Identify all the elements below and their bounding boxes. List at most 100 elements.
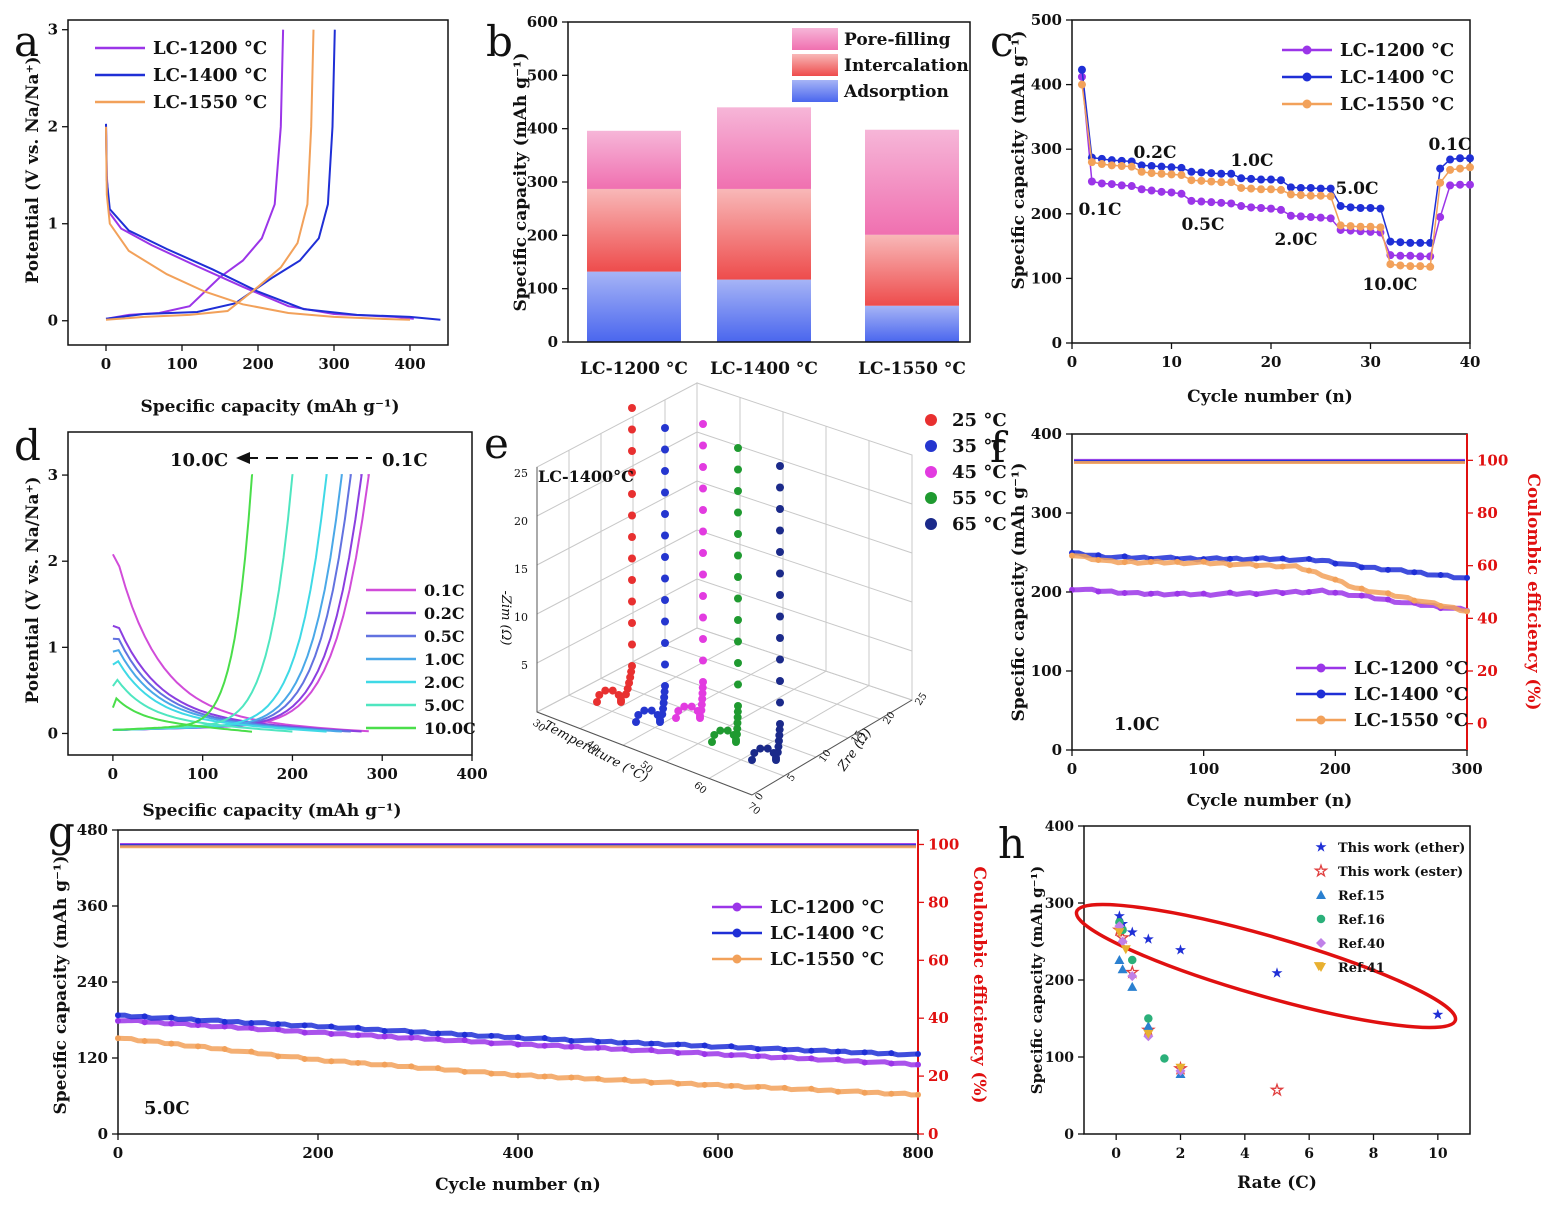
x-axis-title: Cycle number (n) <box>1187 387 1353 407</box>
data-point <box>1247 174 1256 183</box>
data-point <box>141 1013 148 1020</box>
legend-text: LC-1400 °C <box>770 923 884 944</box>
y-axis-title: Specific capacity (mAh g⁻¹) <box>51 856 71 1115</box>
data-point <box>1385 566 1391 573</box>
data-point <box>808 1047 815 1054</box>
data-point <box>1466 180 1474 189</box>
y-tick-label: 600 <box>527 13 558 31</box>
legend-text: This work (ether) <box>1338 841 1465 856</box>
x-tick-label: 200 <box>302 1144 333 1162</box>
data-point <box>1257 175 1266 184</box>
data-point <box>1177 163 1186 172</box>
data-point <box>1306 213 1315 222</box>
bar-segment <box>865 305 959 342</box>
data-point <box>776 591 784 599</box>
data-point <box>1396 251 1405 260</box>
x-axis-title: Temperature (°C) <box>541 718 650 786</box>
data-point <box>248 1024 255 1031</box>
legend-marker <box>732 928 742 938</box>
data-point <box>1121 559 1128 566</box>
data-point <box>1207 198 1216 207</box>
data-point <box>1316 963 1326 972</box>
legend-text: LC-1200 °C <box>770 897 884 918</box>
data-point <box>1217 198 1226 207</box>
y-tick-label: 120 <box>77 1049 108 1067</box>
legend-text: 2.0C <box>424 673 465 692</box>
x-tick-label: 600 <box>702 1144 733 1162</box>
x-axis-title: Specific capacity (mAh g⁻¹) <box>143 801 402 821</box>
legend-marker <box>925 492 937 504</box>
data-point <box>488 1070 495 1077</box>
legend-marker <box>925 414 937 426</box>
data-point <box>699 635 707 643</box>
data-point <box>1227 178 1236 187</box>
data-point <box>1437 572 1444 579</box>
data-point <box>1376 204 1385 213</box>
bar-segment <box>587 130 681 189</box>
data-point <box>1326 214 1335 223</box>
data-point <box>755 1083 761 1090</box>
data-point <box>1107 180 1116 189</box>
y-tick-label: 0 <box>1052 334 1062 352</box>
grid-line <box>696 480 913 554</box>
data-point <box>1197 168 1206 177</box>
data-point <box>1406 262 1415 271</box>
x-axis-title: Rate (C) <box>1237 1173 1317 1193</box>
data-point <box>1217 178 1226 187</box>
data-point <box>355 1024 361 1031</box>
data-point <box>1167 163 1176 172</box>
data-point <box>1306 567 1312 574</box>
data-point <box>628 533 636 541</box>
data-point <box>1200 558 1207 565</box>
data-point <box>776 462 784 470</box>
legend-text: Ref.40 <box>1338 937 1385 952</box>
bar-segment <box>865 234 959 306</box>
x-tick-label: 200 <box>1320 760 1351 778</box>
y-tick-label: 240 <box>77 973 108 991</box>
data-point <box>1306 183 1315 192</box>
data-point <box>1253 591 1260 598</box>
y-axis-title: Specific capacity (mAh g⁻¹) <box>1009 31 1029 290</box>
data-point <box>621 1076 628 1083</box>
x-axis-title: Specific capacity (mAh g⁻¹) <box>141 397 400 417</box>
x-tick-label: 20 <box>1261 353 1282 371</box>
data-point <box>674 706 683 715</box>
legend-text: LC-1400 °C <box>1354 684 1468 705</box>
grid-line <box>632 661 849 739</box>
data-point <box>808 1085 815 1092</box>
y-tick-label: 200 <box>1031 583 1062 601</box>
legend-text: LC-1550 °C <box>1340 94 1454 115</box>
y-tick-label: 100 <box>928 835 959 853</box>
data-point <box>776 526 784 535</box>
data-point <box>675 1050 681 1057</box>
data-point <box>1406 238 1415 247</box>
data-point <box>1316 184 1325 193</box>
legend-text: 25 °C <box>952 410 1007 431</box>
data-point <box>728 1082 735 1089</box>
data-point <box>776 634 784 642</box>
data-point <box>435 1030 441 1037</box>
capacity-series-line <box>1069 586 1470 614</box>
y-tick-label: 500 <box>1031 11 1062 29</box>
data-point <box>699 506 707 514</box>
data-point <box>1148 558 1154 565</box>
series-line-discharge <box>112 678 293 733</box>
panel-a-chart: 0 100 200 300 400 0 1 2 3 Specific capacity (mAh … <box>23 19 449 417</box>
data-point <box>748 756 756 764</box>
data-point <box>1247 184 1256 193</box>
data-point <box>355 1032 361 1039</box>
data-point <box>1157 169 1166 178</box>
data-point <box>647 706 656 715</box>
y-tick-label: 100 <box>1031 269 1062 287</box>
data-point <box>640 706 649 715</box>
data-point <box>1147 161 1156 170</box>
data-point <box>755 1053 761 1060</box>
data-point <box>628 490 636 498</box>
data-point <box>328 1023 335 1030</box>
data-point <box>661 424 669 432</box>
grid-line <box>696 578 913 652</box>
y-tick-label: 20 <box>928 1067 949 1085</box>
data-point <box>1271 967 1283 978</box>
legend-marker <box>732 902 742 912</box>
data-point <box>1142 933 1154 944</box>
